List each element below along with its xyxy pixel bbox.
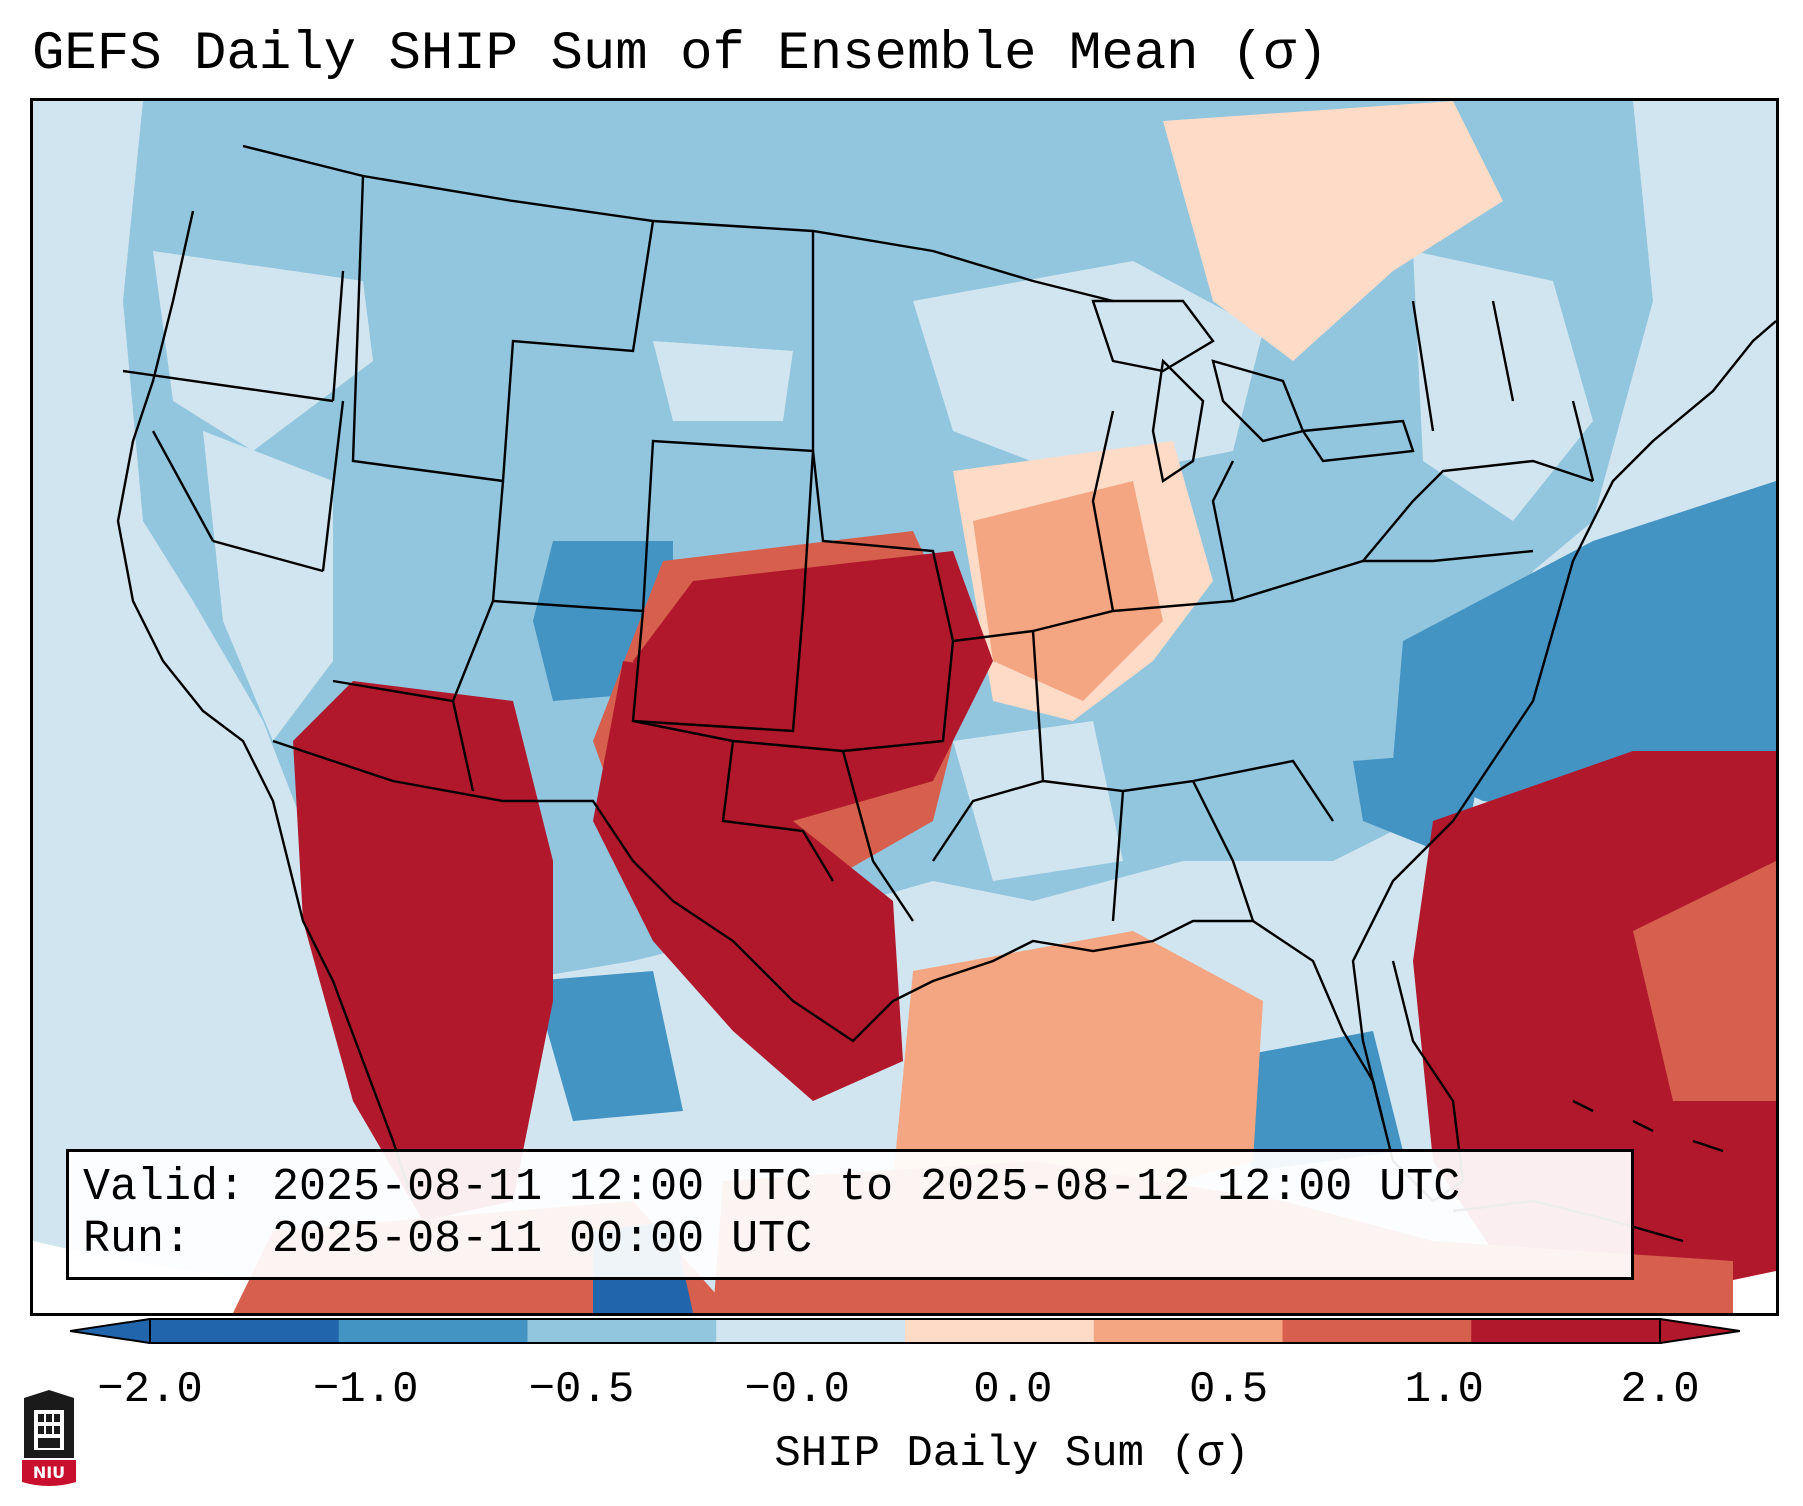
patch-light-negative [1413, 251, 1593, 521]
texas-strong-positive [593, 661, 903, 1101]
colorbar-segment [338, 1319, 528, 1343]
patch-strong-negative [1213, 1031, 1403, 1171]
colorbar-extend-high [1660, 1318, 1740, 1344]
colorbar-segment [1282, 1319, 1472, 1343]
patch-strong-negative [533, 971, 683, 1121]
colorbar-segment [1093, 1319, 1283, 1343]
svg-text:NIU: NIU [33, 1463, 65, 1482]
niu-logo: NIU [22, 1390, 76, 1486]
region-moderate-positive [973, 481, 1163, 701]
patch-positive [1633, 861, 1776, 1101]
colorbar-segment [1471, 1319, 1661, 1343]
map-title: GEFS Daily SHIP Sum of Ensemble Mean (σ) [32, 24, 1329, 85]
colorbar-tick-label: −2.0 [97, 1365, 203, 1415]
region-light-positive [1163, 101, 1503, 361]
gulf-moderate-positive [893, 931, 1263, 1221]
valid-line: Valid: 2025-08-11 12:00 UTC to 2025-08-1… [83, 1162, 1631, 1214]
colorbar-label: SHIP Daily Sum (σ) [774, 1429, 1250, 1479]
run-value: 2025-08-11 00:00 UTC [272, 1214, 813, 1265]
patch-light-negative [913, 261, 1263, 481]
colorbar-tick-label: 1.0 [1404, 1365, 1484, 1415]
colorbar-extend-low [70, 1318, 150, 1344]
run-info-box: Valid: 2025-08-11 12:00 UTC to 2025-08-1… [66, 1149, 1634, 1280]
patch-light-negative [653, 341, 793, 421]
colorbar-tick-label: −1.0 [312, 1365, 419, 1415]
colorbar-segment [150, 1319, 340, 1343]
colorbar-segment [905, 1319, 1095, 1343]
patch-light-negative [953, 721, 1123, 881]
run-line: Run: 2025-08-11 00:00 UTC [83, 1214, 1631, 1266]
colorbar-tick-label: −0.0 [744, 1365, 850, 1415]
southwest-strong-positive [293, 681, 553, 1221]
run-label: Run: [83, 1214, 192, 1265]
colorbar-segment [716, 1319, 906, 1343]
valid-label: Valid: [83, 1162, 246, 1213]
boundary-lines [116, 144, 1776, 1243]
colorbar-tick-label: −0.5 [528, 1365, 635, 1415]
ship-field-map [33, 101, 1776, 1313]
colorbar-segment [527, 1319, 717, 1343]
patch-light-negative [203, 431, 333, 741]
patch-light-negative [153, 251, 373, 451]
colorbar-tick-label: 2.0 [1620, 1365, 1700, 1415]
colorbar-tick-label: 0.0 [973, 1365, 1053, 1415]
colorbar-tick-label: 0.5 [1188, 1365, 1269, 1415]
map-panel [30, 98, 1779, 1316]
colorbar [70, 1318, 1740, 1344]
atlantic-strong-negative [1393, 481, 1776, 821]
valid-value: 2025-08-11 12:00 UTC to 2025-08-12 12:00… [272, 1162, 1461, 1213]
